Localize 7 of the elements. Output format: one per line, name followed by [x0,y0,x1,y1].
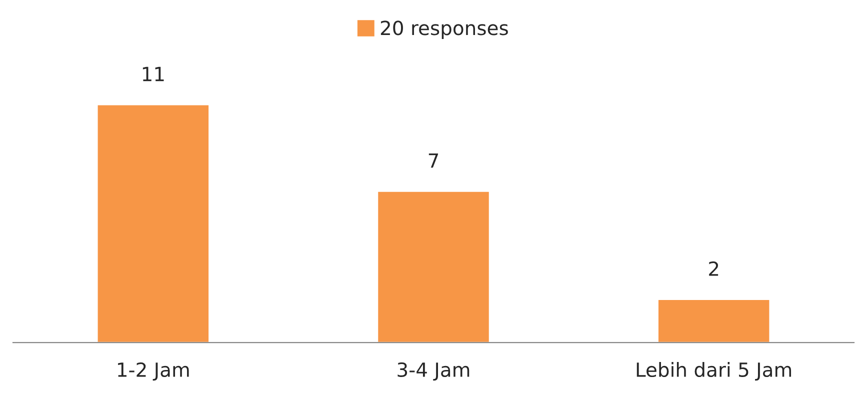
data-label: 2 [709,261,718,276]
x-tick-label: Lebih dari 5 Jam [636,362,792,381]
data-label: 11 [142,66,164,82]
data-label: 7 [428,153,438,168]
legend-label: 20 responses [380,20,508,40]
x-tick-label: 3-4 Jam [398,362,470,381]
x-tick-label: 1-2 Jam [118,362,189,381]
